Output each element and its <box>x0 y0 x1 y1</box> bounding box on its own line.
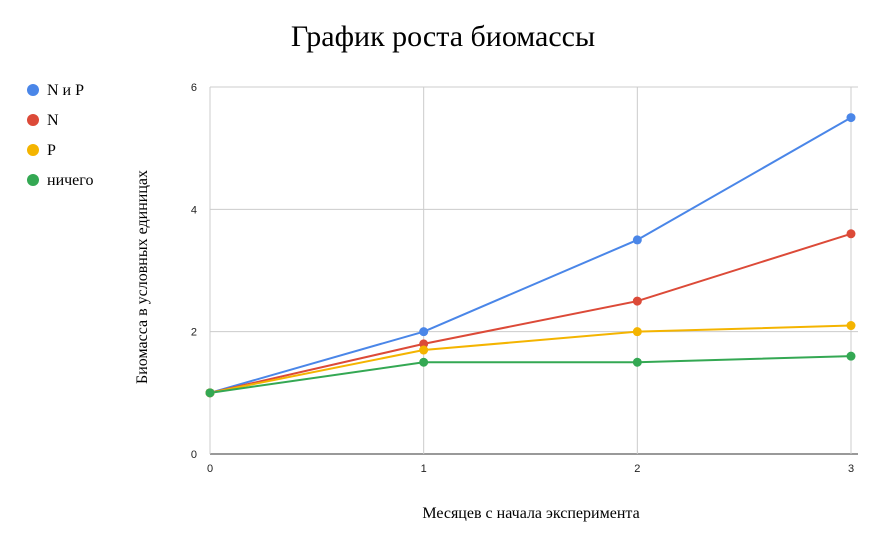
series-line-2 <box>209 324 852 394</box>
legend-marker-3 <box>27 174 39 186</box>
data-point-3-1 <box>419 357 429 367</box>
x-axis-label: Месяцев с начала эксперимента <box>422 505 639 522</box>
grid <box>209 86 858 455</box>
legend-label-0: N и P <box>47 82 84 99</box>
tick-labels: 0 2 4 6 0 1 2 3 <box>191 82 854 475</box>
series-line-3 <box>209 355 852 394</box>
y-axis-label: Биомасса в условных единицах <box>134 170 151 384</box>
legend-label-3: ничего <box>47 172 93 189</box>
y-tick-label-0: 0 <box>191 449 197 461</box>
legend-label-2: P <box>47 142 56 159</box>
data-point-1-2 <box>632 296 642 306</box>
chart-title: График роста биомассы <box>291 20 595 53</box>
data-point-3-0 <box>205 388 215 398</box>
legend-marker-2 <box>27 144 39 156</box>
y-tick-label-1: 2 <box>191 327 197 339</box>
series-line-1 <box>209 232 852 394</box>
data-point-1-3 <box>846 229 856 239</box>
data-point-0-3 <box>846 113 856 123</box>
x-tick-label-2: 2 <box>634 463 640 475</box>
series-line-0 <box>209 116 852 394</box>
data-point-2-1 <box>419 345 429 355</box>
data-point-2-2 <box>632 327 642 337</box>
legend-marker-1 <box>27 114 39 126</box>
data-point-0-1 <box>419 327 429 337</box>
data-point-3-3 <box>846 351 856 361</box>
x-tick-label-0: 0 <box>207 463 213 475</box>
legend-label-1: N <box>47 112 59 129</box>
data-point-3-2 <box>632 357 642 367</box>
y-tick-label-2: 4 <box>191 204 197 216</box>
series-lines <box>209 116 852 394</box>
data-point-2-3 <box>846 321 856 331</box>
x-tick-label-3: 3 <box>848 463 854 475</box>
x-tick-label-1: 1 <box>421 463 427 475</box>
legend-marker-0 <box>27 84 39 96</box>
data-points <box>205 113 856 398</box>
data-point-0-2 <box>632 235 642 245</box>
y-tick-label-3: 6 <box>191 82 197 94</box>
